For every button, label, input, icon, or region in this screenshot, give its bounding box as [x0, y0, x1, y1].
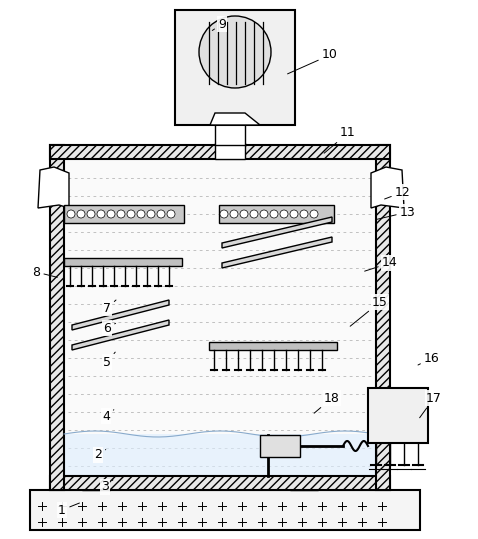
Circle shape [260, 210, 268, 218]
Text: 13: 13 [377, 205, 416, 219]
Circle shape [157, 210, 165, 218]
Text: 6: 6 [103, 321, 116, 335]
Circle shape [147, 210, 155, 218]
Bar [64, 258, 182, 266]
Bar [64, 159, 376, 476]
Circle shape [87, 210, 95, 218]
Text: 2: 2 [94, 448, 106, 461]
Bar [290, 440, 318, 490]
Polygon shape [222, 237, 332, 268]
Bar [175, 10, 295, 125]
Bar [30, 490, 420, 530]
Polygon shape [210, 113, 260, 125]
Polygon shape [72, 300, 169, 330]
Bar [64, 434, 376, 476]
Circle shape [220, 210, 228, 218]
Circle shape [290, 210, 298, 218]
Circle shape [310, 210, 318, 218]
Bar [219, 205, 334, 223]
Text: 16: 16 [418, 351, 440, 365]
Circle shape [67, 210, 75, 218]
Bar [209, 342, 337, 350]
Bar [215, 113, 245, 145]
Circle shape [300, 210, 308, 218]
Bar [50, 476, 390, 490]
Text: 1: 1 [58, 503, 79, 516]
Circle shape [199, 16, 271, 88]
Text: 10: 10 [288, 49, 338, 74]
Circle shape [107, 210, 115, 218]
Circle shape [97, 210, 105, 218]
Polygon shape [38, 167, 69, 208]
Circle shape [117, 210, 125, 218]
Text: 8: 8 [32, 266, 57, 279]
Bar [215, 143, 245, 159]
Text: 12: 12 [385, 185, 411, 199]
Text: 17: 17 [420, 391, 442, 418]
Bar [50, 145, 64, 490]
Circle shape [280, 210, 288, 218]
Circle shape [127, 210, 135, 218]
Text: 18: 18 [314, 391, 340, 413]
Circle shape [77, 210, 85, 218]
Bar [50, 145, 390, 159]
Text: 11: 11 [324, 127, 356, 153]
Text: 14: 14 [365, 257, 398, 271]
Text: 5: 5 [103, 352, 115, 369]
Polygon shape [222, 217, 332, 248]
Text: 9: 9 [212, 17, 226, 31]
Text: 4: 4 [102, 410, 114, 423]
Polygon shape [72, 320, 169, 350]
Circle shape [167, 210, 175, 218]
Circle shape [137, 210, 145, 218]
Polygon shape [371, 167, 404, 208]
Circle shape [250, 210, 258, 218]
Text: 3: 3 [101, 480, 113, 494]
Bar [82, 440, 110, 490]
Circle shape [240, 210, 248, 218]
Circle shape [270, 210, 278, 218]
Circle shape [230, 210, 238, 218]
Text: 7: 7 [103, 300, 116, 314]
Bar [64, 205, 184, 223]
Bar [376, 145, 390, 490]
Text: 15: 15 [350, 295, 388, 326]
Bar [260, 435, 300, 457]
Bar [368, 388, 428, 443]
